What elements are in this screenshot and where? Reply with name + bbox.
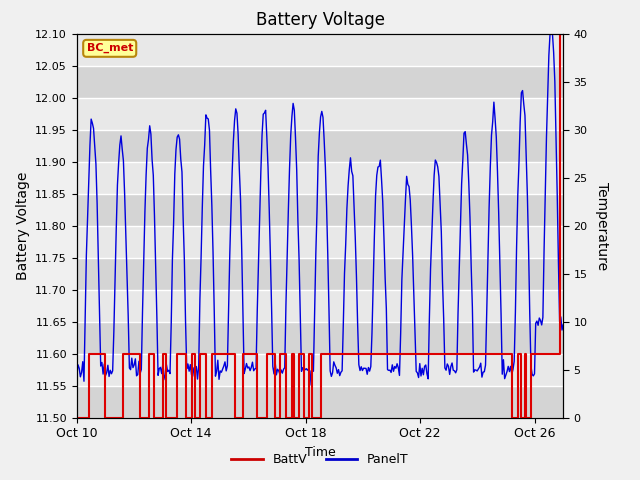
Bar bbox=[77, 289, 563, 322]
Bar bbox=[77, 34, 563, 66]
Bar bbox=[77, 97, 563, 130]
Bar bbox=[77, 66, 563, 97]
Title: Battery Voltage: Battery Voltage bbox=[255, 11, 385, 29]
Bar bbox=[77, 162, 563, 193]
Legend: BattV, PanelT: BattV, PanelT bbox=[227, 448, 413, 471]
Bar bbox=[77, 193, 563, 226]
Bar bbox=[77, 226, 563, 258]
Y-axis label: Battery Voltage: Battery Voltage bbox=[16, 171, 30, 280]
Bar bbox=[77, 322, 563, 354]
Y-axis label: Temperature: Temperature bbox=[595, 181, 609, 270]
Bar bbox=[77, 385, 563, 418]
Bar bbox=[77, 258, 563, 289]
Bar bbox=[77, 130, 563, 162]
X-axis label: Time: Time bbox=[305, 446, 335, 459]
Bar bbox=[77, 354, 563, 385]
Text: BC_met: BC_met bbox=[86, 43, 133, 53]
